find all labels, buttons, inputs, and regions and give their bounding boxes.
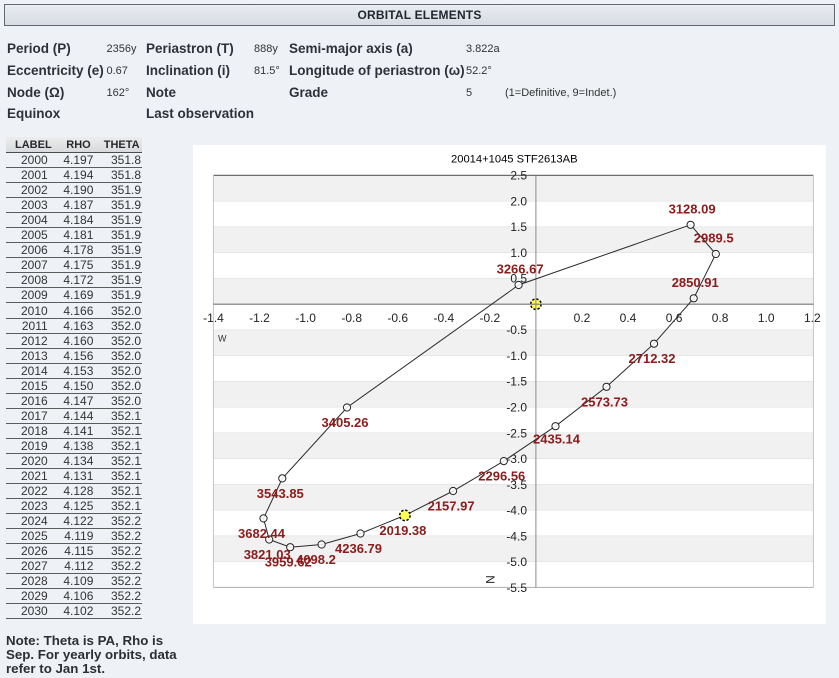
svg-text:0.6: 0.6 — [666, 311, 683, 325]
svg-text:20014+1045 STF2613AB: 20014+1045 STF2613AB — [451, 153, 578, 165]
svg-text:-1.0: -1.0 — [506, 349, 527, 363]
svg-text:1.0: 1.0 — [758, 311, 775, 325]
svg-text:-1.0: -1.0 — [295, 311, 316, 325]
svg-text:-4.0: -4.0 — [506, 504, 527, 518]
svg-text:0.8: 0.8 — [712, 311, 729, 325]
svg-text:3959.62: 3959.62 — [265, 555, 312, 570]
svg-text:-1.4: -1.4 — [203, 311, 224, 325]
svg-text:-4.5: -4.5 — [506, 529, 527, 543]
svg-text:-1.5: -1.5 — [506, 375, 527, 389]
svg-text:-2.0: -2.0 — [506, 401, 527, 415]
svg-text:-0.4: -0.4 — [433, 311, 454, 325]
svg-text:N: N — [484, 575, 498, 584]
svg-text:-0.8: -0.8 — [341, 311, 362, 325]
svg-text:2.0: 2.0 — [510, 194, 527, 208]
svg-text:4236.79: 4236.79 — [335, 541, 382, 556]
svg-text:-5.5: -5.5 — [506, 581, 527, 595]
svg-text:-0.2: -0.2 — [479, 311, 500, 325]
svg-text:2157.97: 2157.97 — [428, 499, 475, 514]
svg-text:-0.5: -0.5 — [506, 323, 527, 337]
svg-text:4098.2: 4098.2 — [296, 552, 336, 567]
svg-text:-3.0: -3.0 — [506, 452, 527, 466]
svg-text:3405.26: 3405.26 — [322, 415, 369, 430]
svg-text:-5.0: -5.0 — [506, 555, 527, 569]
svg-text:3821.03: 3821.03 — [244, 547, 291, 562]
svg-text:-2.5: -2.5 — [506, 426, 527, 440]
svg-text:1.5: 1.5 — [510, 220, 527, 234]
svg-text:2573.73: 2573.73 — [581, 394, 628, 409]
svg-text:-3.5: -3.5 — [506, 478, 527, 492]
svg-text:1.0: 1.0 — [510, 246, 527, 260]
svg-text:0.4: 0.4 — [620, 311, 637, 325]
svg-text:3128.09: 3128.09 — [669, 201, 716, 216]
svg-text:W: W — [218, 334, 227, 344]
svg-text:2296.56: 2296.56 — [478, 469, 525, 484]
svg-text:2019.38: 2019.38 — [379, 523, 426, 538]
svg-text:2989.5: 2989.5 — [694, 231, 734, 246]
svg-text:2850.91: 2850.91 — [672, 275, 719, 290]
svg-text:2435.14: 2435.14 — [533, 432, 581, 447]
svg-text:1.2: 1.2 — [804, 311, 821, 325]
svg-text:2712.32: 2712.32 — [629, 351, 676, 366]
svg-text:-1.2: -1.2 — [249, 311, 270, 325]
svg-text:-0.6: -0.6 — [387, 311, 408, 325]
svg-text:0.2: 0.2 — [574, 311, 591, 325]
svg-text:3266.67: 3266.67 — [497, 262, 544, 277]
svg-text:2.5: 2.5 — [510, 169, 527, 183]
svg-text:3682.44: 3682.44 — [238, 526, 286, 541]
svg-text:3543.85: 3543.85 — [257, 486, 304, 501]
svg-text:0.5: 0.5 — [510, 272, 527, 286]
